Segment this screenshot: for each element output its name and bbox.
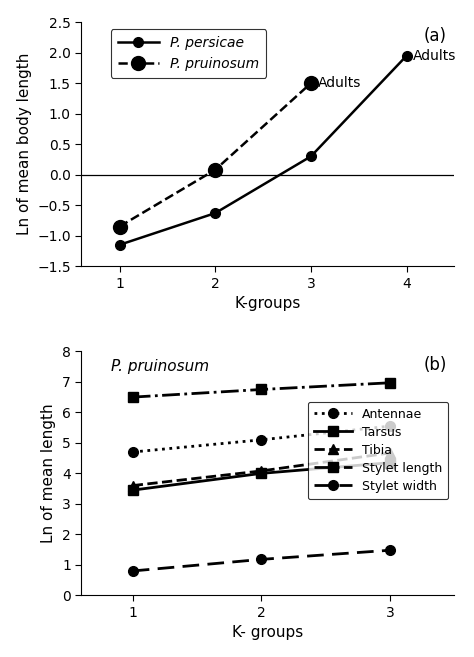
Y-axis label: Ln of mean length: Ln of mean length	[41, 403, 56, 543]
P. pruinosum	[212, 166, 218, 173]
P. persicae	[117, 241, 122, 249]
Line: Tibia: Tibia	[128, 448, 395, 490]
Text: (b): (b)	[424, 356, 447, 374]
Legend: Antennae, Tarsus, Tibia, Stylet length, Stylet width: Antennae, Tarsus, Tibia, Stylet length, …	[308, 401, 448, 499]
Stylet length	[130, 393, 136, 401]
P. pruinosum	[308, 79, 314, 87]
Text: Adults: Adults	[413, 49, 456, 62]
P. pruinosum	[117, 223, 122, 231]
P. persicae	[308, 152, 314, 160]
X-axis label: K- groups: K- groups	[232, 625, 303, 641]
X-axis label: K-groups: K-groups	[235, 296, 301, 311]
Y-axis label: Ln of mean body length: Ln of mean body length	[17, 53, 32, 235]
Tibia	[130, 482, 136, 489]
Antennae	[387, 422, 393, 430]
Line: Tarsus: Tarsus	[128, 458, 395, 495]
Text: P. pruinosum: P. pruinosum	[111, 359, 209, 374]
Stylet width	[130, 567, 136, 575]
Stylet width	[387, 546, 393, 554]
Tibia	[259, 467, 264, 475]
Tarsus	[130, 486, 136, 494]
Tibia	[387, 449, 393, 457]
Stylet width	[259, 555, 264, 563]
Text: (a): (a)	[424, 27, 447, 45]
Line: Antennae: Antennae	[128, 421, 395, 457]
Stylet length	[387, 379, 393, 387]
Tarsus	[259, 469, 264, 477]
P. persicae	[404, 52, 410, 60]
Line: Stylet width: Stylet width	[128, 545, 395, 576]
Tarsus	[387, 459, 393, 466]
Legend: P. persicae, P. pruinosum: P. persicae, P. pruinosum	[110, 29, 266, 78]
Stylet length	[259, 386, 264, 394]
Line: P. pruinosum: P. pruinosum	[113, 76, 318, 233]
Antennae	[259, 436, 264, 443]
Line: P. persicae: P. persicae	[115, 51, 411, 250]
P. persicae	[212, 209, 218, 217]
Text: Adults: Adults	[318, 76, 361, 90]
Line: Stylet length: Stylet length	[128, 378, 395, 402]
Antennae	[130, 448, 136, 456]
